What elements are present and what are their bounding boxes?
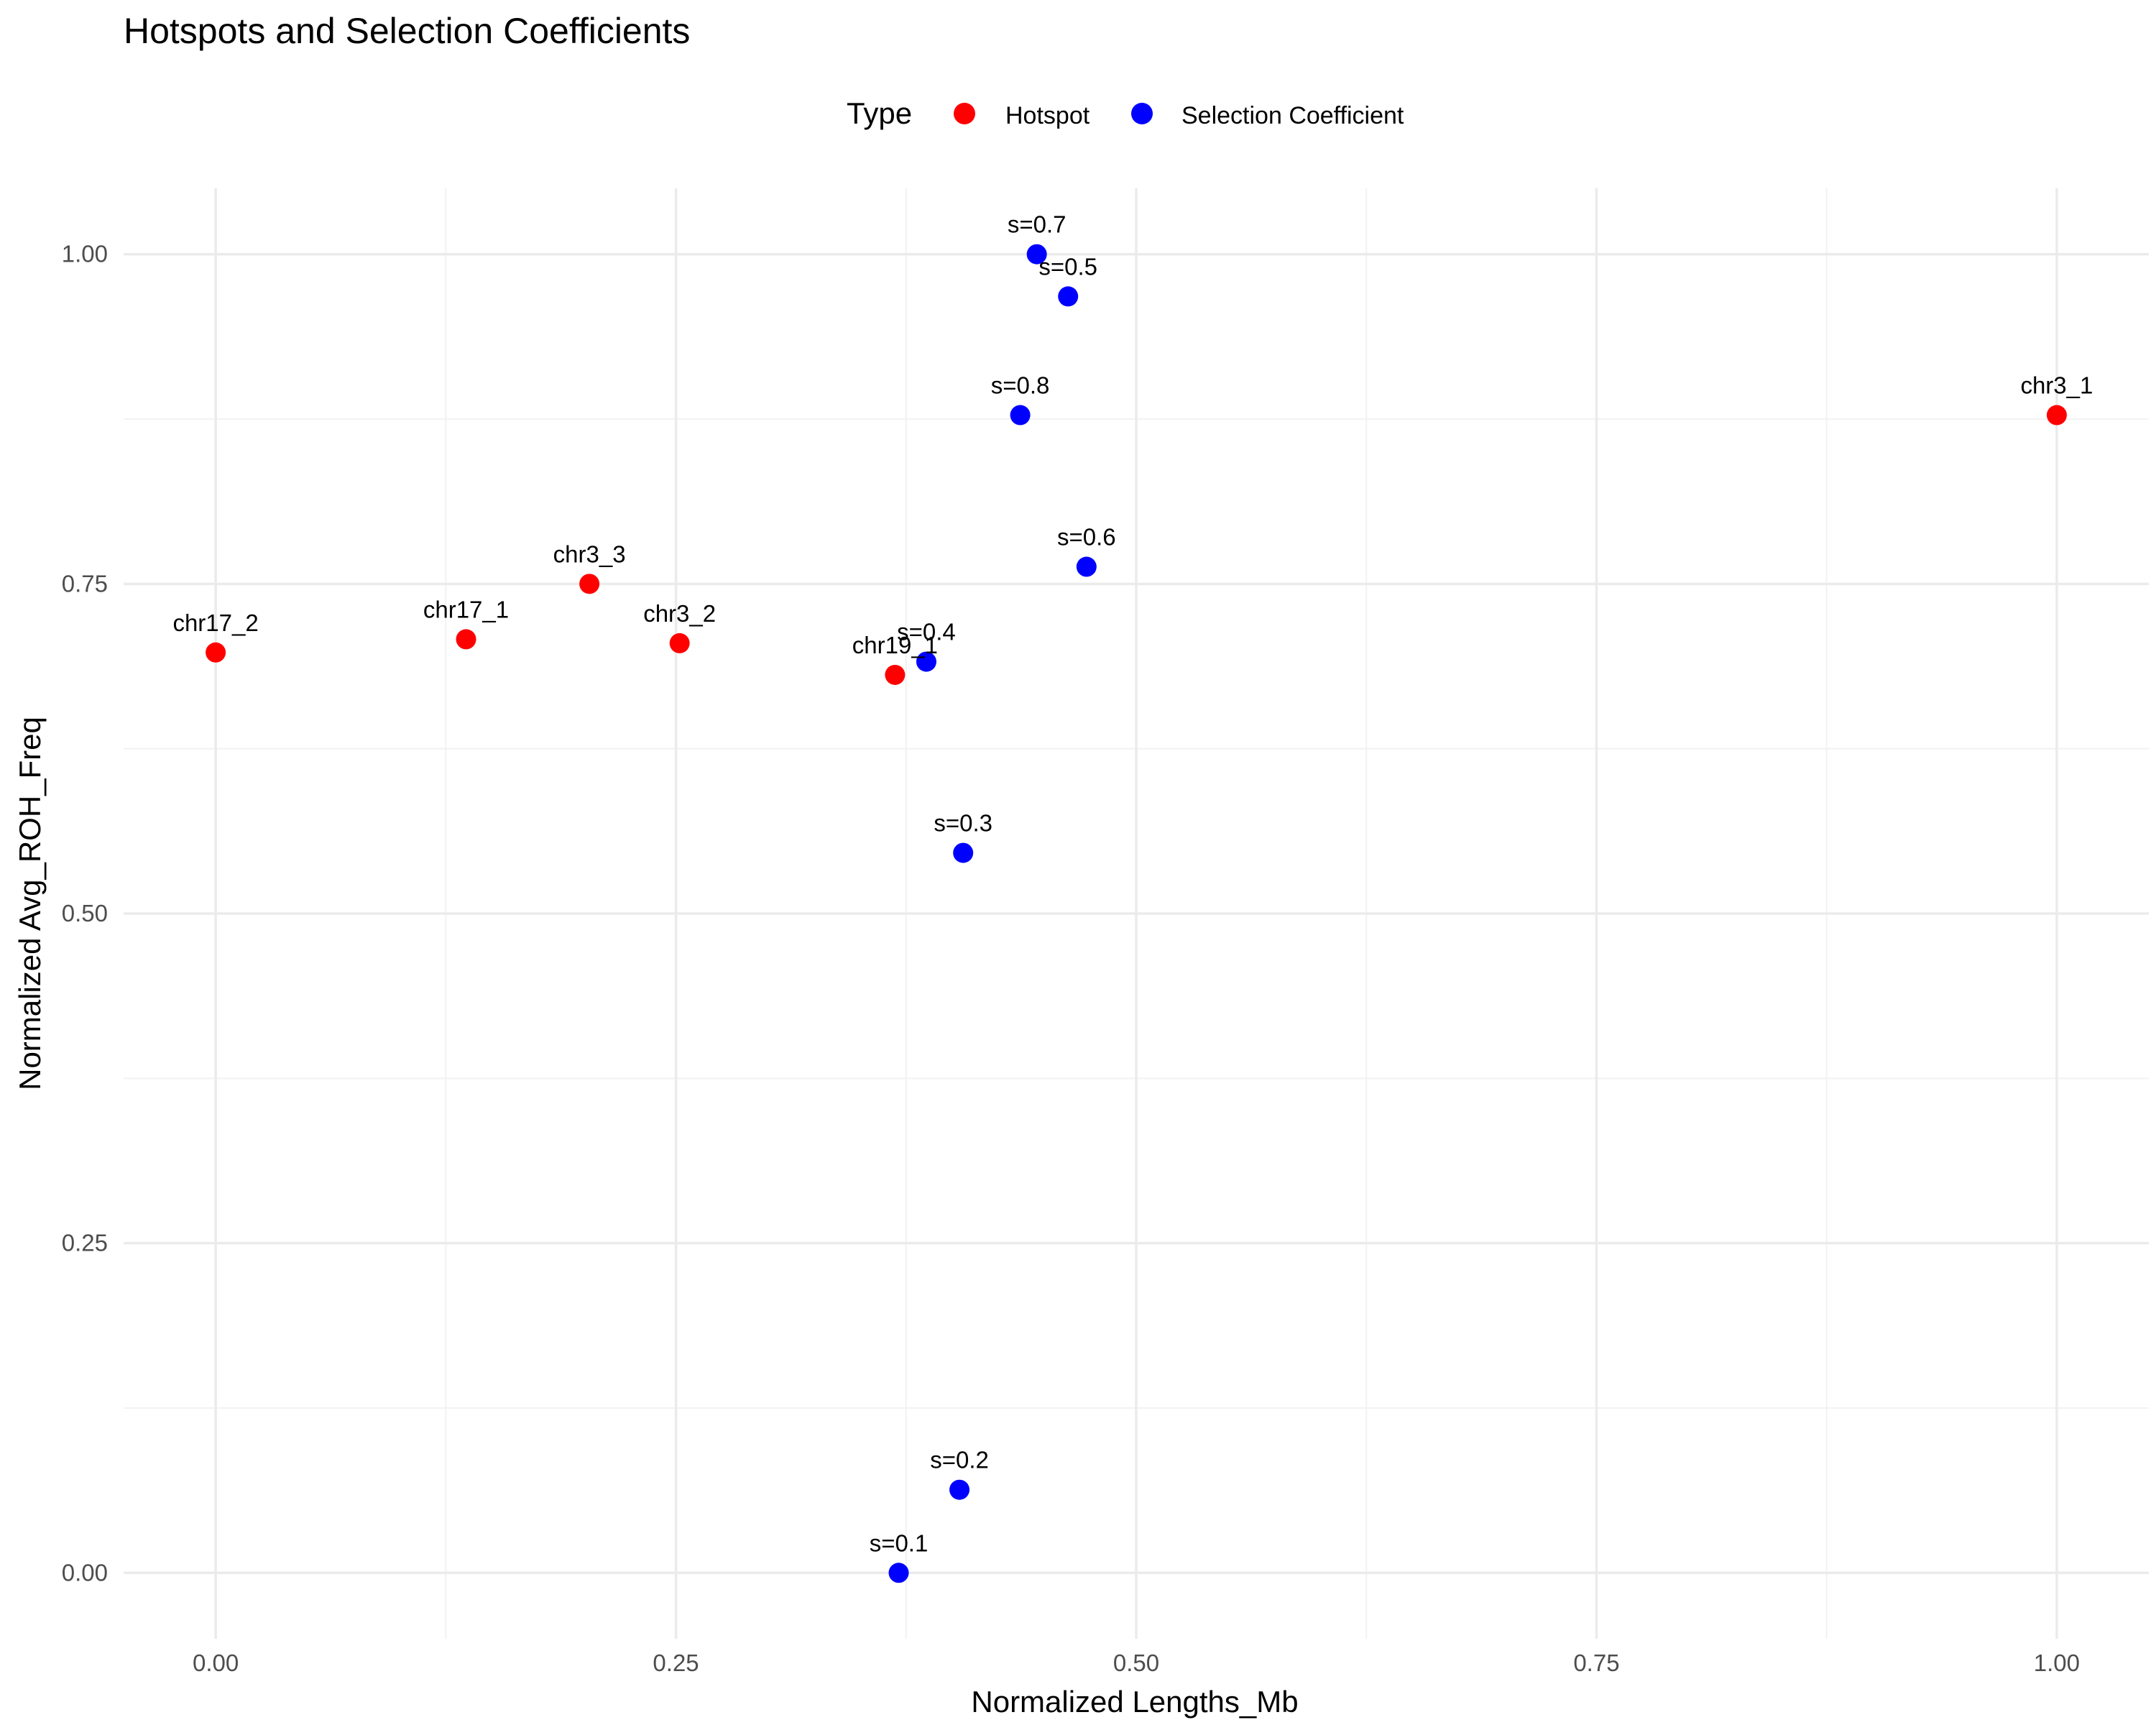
legend-marker-hotspot [954,103,975,124]
x-axis-title: Normalized Lengths_Mb [971,1685,1298,1719]
x-tick-label: 1.00 [2034,1650,2080,1676]
y-axis-ticks: 0.00 0.25 0.50 0.75 1.00 [62,241,108,1586]
legend-marker-selection-coefficient [1131,103,1153,124]
data-point [1058,286,1079,307]
data-point [949,1479,970,1500]
major-gridlines [124,188,2149,1639]
legend-label-hotspot: Hotspot [1005,102,1090,129]
point-label: s=0.7 [1008,211,1067,238]
point-label: chr17_1 [423,596,509,622]
point-label: s=0.1 [870,1530,929,1556]
legend-title: Type [847,96,912,130]
data-point [456,629,476,650]
data-point [1026,244,1047,264]
point-label: chr3_3 [553,540,626,567]
point-label: s=0.2 [930,1447,989,1473]
point-label: s=0.4 [897,619,956,645]
data-points [206,244,2067,1583]
data-point [206,642,226,663]
point-label: chr3_1 [2020,372,2093,399]
data-point [888,1563,909,1583]
x-tick-label: 0.25 [653,1650,699,1676]
data-point [885,664,906,685]
y-axis-title: Normalized Avg_ROH_Freq [13,717,47,1090]
data-point [953,842,974,863]
point-label: s=0.5 [1038,253,1097,280]
data-point [669,632,690,653]
data-point [1010,405,1031,426]
y-tick-label: 0.25 [62,1230,108,1256]
point-label: s=0.3 [934,810,992,837]
point-label: chr3_2 [643,600,716,627]
x-tick-label: 0.75 [1573,1650,1619,1676]
point-label: s=0.6 [1057,524,1116,551]
data-point [2046,405,2067,426]
point-label: chr17_2 [172,610,258,636]
y-tick-label: 0.50 [62,900,108,926]
data-point [916,651,936,672]
data-point [1076,556,1097,577]
point-label: chr19_1 [852,632,938,658]
y-tick-label: 0.00 [62,1559,108,1586]
chart-title: Hotspots and Selection Coefficients [124,11,690,51]
y-tick-label: 1.00 [62,241,108,267]
legend-label-selection-coefficient: Selection Coefficient [1181,102,1404,129]
data-point [579,574,600,594]
x-tick-label: 0.00 [193,1650,239,1676]
point-label: s=0.8 [991,372,1050,399]
y-tick-label: 0.75 [62,570,108,597]
legend: Type Hotspot Selection Coefficient [847,96,1404,130]
x-tick-label: 0.50 [1113,1650,1159,1676]
x-axis-ticks: 0.00 0.25 0.50 0.75 1.00 [193,1650,2080,1676]
